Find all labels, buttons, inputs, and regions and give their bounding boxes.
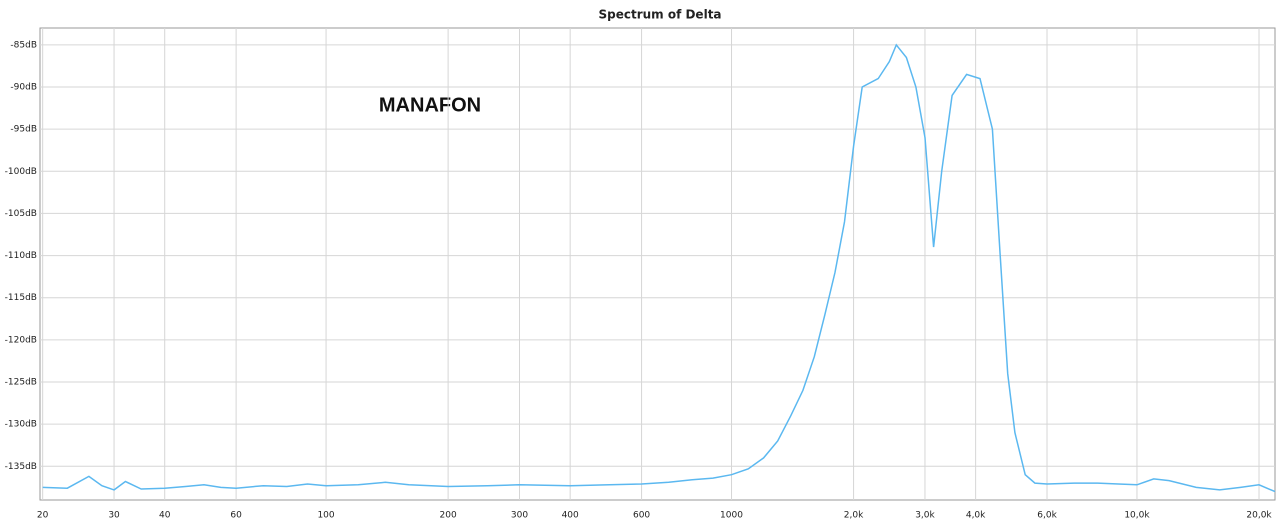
- plot-area: [39, 27, 1276, 501]
- y-tick-label: -105dB: [5, 209, 37, 219]
- chart-title: Spectrum of Delta: [598, 8, 721, 22]
- spectrum-line: [42, 43, 1276, 493]
- x-tick-label: 600: [633, 511, 650, 521]
- x-tick-label: 10,0k: [1124, 511, 1150, 521]
- x-tick-label: 1000: [720, 511, 743, 521]
- x-tick-label: 2,0k: [844, 511, 864, 521]
- x-tick-label: 100: [317, 511, 334, 521]
- x-tick-label: 20: [37, 511, 49, 521]
- y-tick-label: -115dB: [5, 293, 37, 303]
- y-tick-label: -85dB: [10, 40, 37, 50]
- x-tick-label: 3,0k: [915, 511, 935, 521]
- x-tick-label: 60: [230, 511, 242, 521]
- y-tick-label: -110dB: [5, 251, 37, 261]
- x-tick-label: 4,0k: [966, 511, 986, 521]
- y-tick-label: -95dB: [10, 125, 37, 135]
- x-tick-label: 200: [440, 511, 457, 521]
- y-tick-label: -90dB: [10, 83, 37, 93]
- y-tick-label: -100dB: [5, 167, 37, 177]
- annotation: MANAFON: [379, 94, 481, 116]
- y-tick-label: -130dB: [5, 420, 37, 430]
- y-tick-label: -120dB: [5, 335, 37, 345]
- y-tick-label: -125dB: [5, 378, 37, 388]
- x-tick-label: 400: [562, 511, 579, 521]
- x-tick-label: 300: [511, 511, 528, 521]
- x-tick-label: 20,0k: [1246, 511, 1272, 521]
- x-tick-label: 30: [108, 511, 120, 521]
- x-tick-label: 6,0k: [1037, 511, 1057, 521]
- x-tick-label: 40: [159, 511, 171, 521]
- y-tick-label: -135dB: [5, 462, 37, 472]
